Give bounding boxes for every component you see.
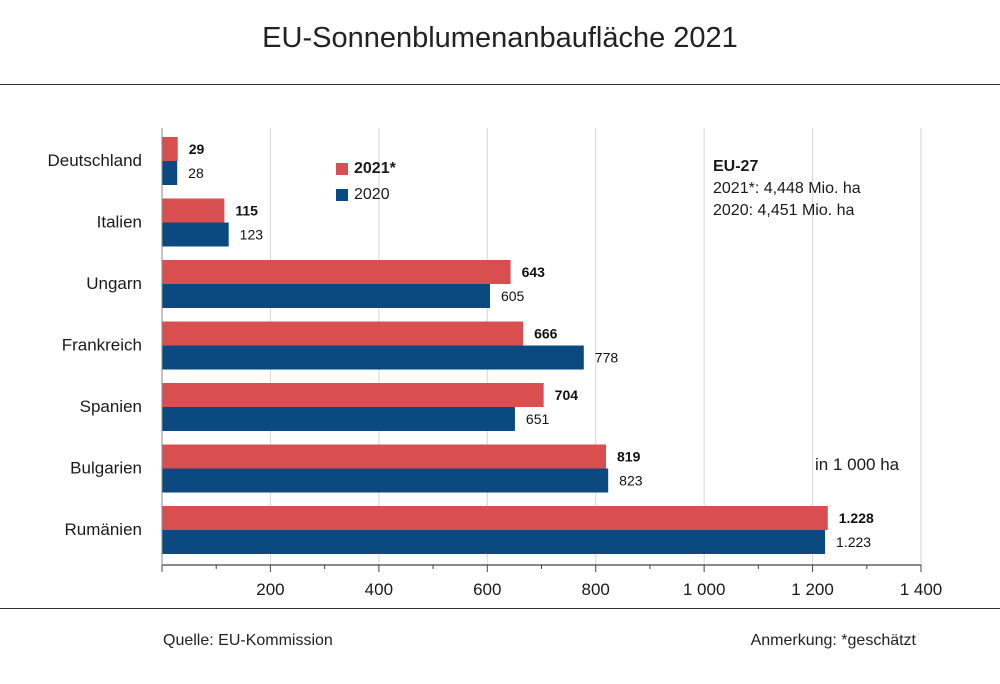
category-label: Italien xyxy=(97,213,142,232)
data-label: 704 xyxy=(555,387,579,403)
data-label: 643 xyxy=(522,264,546,280)
eu-box-2021: 2021*: 4,448 Mio. ha xyxy=(713,180,861,197)
legend-item-2021: 2021* xyxy=(336,156,396,182)
bar-2021 xyxy=(162,383,544,407)
data-label: 666 xyxy=(534,326,558,342)
category-label: Frankreich xyxy=(62,336,142,355)
data-label: 29 xyxy=(189,141,205,157)
chart-title: EU-Sonnenblumenanbaufläche 2021 xyxy=(262,22,738,54)
bar-2021 xyxy=(162,137,178,161)
legend-label-2020: 2020 xyxy=(354,186,390,203)
bar-2021 xyxy=(162,260,511,284)
legend-label-2021: 2021* xyxy=(354,160,396,177)
x-tick-label: 1 200 xyxy=(791,580,834,599)
bottom-rule xyxy=(0,608,1000,609)
category-label: Ungarn xyxy=(86,274,142,293)
bar-2021 xyxy=(162,198,225,223)
legend-item-2020: 2020 xyxy=(336,182,396,208)
data-label: 115 xyxy=(235,203,258,219)
legend-swatch-2020 xyxy=(336,189,348,201)
bar-2020 xyxy=(162,530,826,554)
x-tick-label: 400 xyxy=(365,580,393,599)
data-label: 1.223 xyxy=(836,534,871,550)
legend: 2021* 2020 xyxy=(336,156,396,208)
data-label: 1.228 xyxy=(839,510,874,526)
data-label: 123 xyxy=(240,227,264,243)
bar-2021 xyxy=(162,321,524,346)
eu-total-box: EU-27 2021*: 4,448 Mio. ha 2020: 4,451 M… xyxy=(713,156,861,222)
x-tick-label: 200 xyxy=(256,580,284,599)
bar-2020 xyxy=(162,161,178,185)
category-label: Bulgarien xyxy=(70,459,142,478)
category-label: Rumänien xyxy=(65,520,143,539)
bar-2021 xyxy=(162,444,607,469)
x-tick-label: 1 400 xyxy=(900,580,943,599)
legend-swatch-2021 xyxy=(336,163,348,175)
x-tick-label: 1 000 xyxy=(683,580,726,599)
data-label: 651 xyxy=(526,411,550,427)
unit-note: in 1 000 ha xyxy=(815,455,900,474)
data-label: 778 xyxy=(595,350,619,366)
source-note: Quelle: EU-Kommission xyxy=(163,632,333,649)
bar-2021 xyxy=(162,506,828,530)
data-label: 28 xyxy=(188,165,204,181)
category-label: Deutschland xyxy=(47,151,142,170)
top-rule xyxy=(0,84,1000,85)
bar-2020 xyxy=(162,345,584,370)
bar-2020 xyxy=(162,222,229,247)
category-label: Spanien xyxy=(80,397,142,416)
eu-box-2020: 2020: 4,451 Mio. ha xyxy=(713,202,855,219)
data-label: 823 xyxy=(619,473,643,489)
data-label: 819 xyxy=(617,449,641,465)
x-tick-label: 800 xyxy=(582,580,610,599)
x-tick-label: 600 xyxy=(473,580,501,599)
eu-box-title: EU-27 xyxy=(713,158,759,175)
data-label: 605 xyxy=(501,288,525,304)
bar-2020 xyxy=(162,284,490,308)
footnote: Anmerkung: *geschätzt xyxy=(750,632,916,649)
bar-2020 xyxy=(162,468,609,493)
bar-2020 xyxy=(162,407,515,431)
